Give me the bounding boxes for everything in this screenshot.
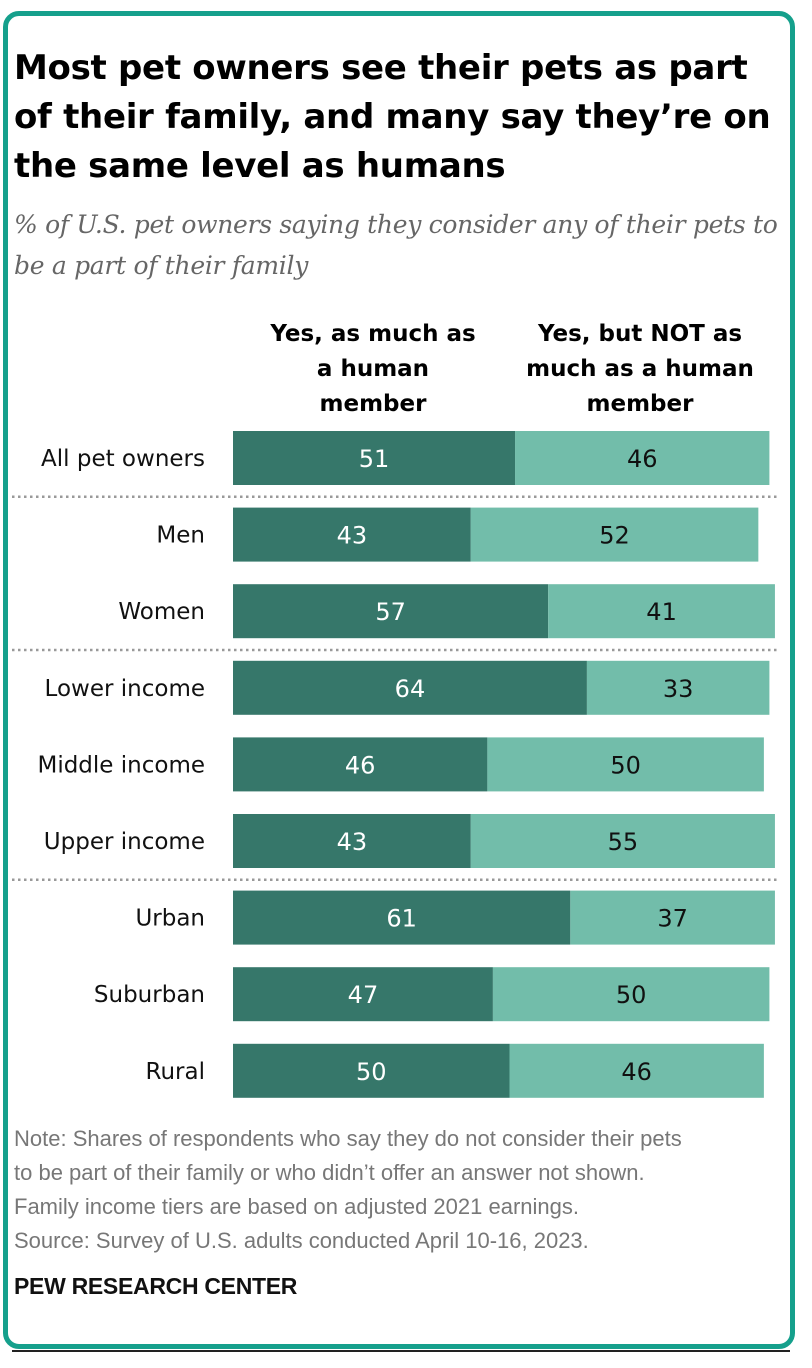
bar-segment-women-series-2 xyxy=(548,584,775,639)
bar-segment-upper-income-series-2 xyxy=(470,814,775,868)
data-label-middle-income-series-2: 50 xyxy=(610,751,641,779)
data-label-suburban-series-1: 47 xyxy=(348,981,379,1009)
category-label-middle-income: Middle income xyxy=(37,752,205,778)
chart-subtitle: % of U.S. pet owners saying they conside… xyxy=(14,210,778,280)
bar-segment-suburban-series-1 xyxy=(233,967,493,1022)
data-label-rural-series-2: 46 xyxy=(621,1058,652,1086)
category-label-urban: Urban xyxy=(135,906,205,932)
bar-segment-rural-series-1 xyxy=(233,1043,510,1098)
chart-notes: Note: Shares of respondents who say they… xyxy=(14,1122,794,1258)
bar-segment-men-series-1 xyxy=(233,507,471,562)
bar-segment-suburban-series-2 xyxy=(492,967,770,1022)
category-label-all-pet-owners: All pet owners xyxy=(41,446,205,472)
data-label-women-series-1: 57 xyxy=(375,598,406,626)
source-brand: PEW RESEARCH CENTER xyxy=(14,1273,298,1299)
data-label-upper-income-series-1: 43 xyxy=(337,828,368,856)
category-label-lower-income: Lower income xyxy=(45,676,205,702)
bar-segment-men-series-2 xyxy=(470,507,759,562)
chart-title: Most pet owners see their pets as part o… xyxy=(14,48,771,186)
column-header-not-as-much-as-human: Yes, but NOT as much as a human member xyxy=(526,321,754,417)
bottom-divider xyxy=(12,1350,790,1352)
data-label-lower-income-series-1: 64 xyxy=(395,675,426,703)
category-label-women: Women xyxy=(118,599,205,625)
category-label-suburban: Suburban xyxy=(94,982,205,1008)
data-label-all-pet-owners-series-2: 46 xyxy=(627,445,658,473)
note-line: to be part of their family or who didn’t… xyxy=(14,1160,645,1185)
source-line: Source: Survey of U.S. adults conducted … xyxy=(14,1228,589,1253)
data-label-urban-series-1: 61 xyxy=(386,905,417,933)
bar-segment-middle-income-series-1 xyxy=(233,737,488,792)
data-label-suburban-series-2: 50 xyxy=(616,981,647,1009)
bar-segment-all-pet-owners-series-1 xyxy=(233,431,516,485)
data-label-men-series-2: 52 xyxy=(599,522,630,550)
data-label-middle-income-series-1: 46 xyxy=(345,751,376,779)
category-label-upper-income: Upper income xyxy=(44,829,205,855)
bar-segment-upper-income-series-1 xyxy=(233,814,471,868)
data-label-upper-income-series-2: 55 xyxy=(608,828,639,856)
bar-segment-urban-series-2 xyxy=(570,890,775,945)
data-label-women-series-2: 41 xyxy=(646,598,677,626)
bar-segment-lower-income-series-1 xyxy=(233,660,587,715)
data-label-men-series-1: 43 xyxy=(337,522,368,550)
note-line: Note: Shares of respondents who say they… xyxy=(14,1126,682,1151)
bar-segment-lower-income-series-2 xyxy=(586,660,770,715)
bar-segment-middle-income-series-2 xyxy=(487,737,764,792)
category-label-men: Men xyxy=(156,523,205,549)
bar-segment-women-series-1 xyxy=(233,584,549,639)
data-label-rural-series-1: 50 xyxy=(356,1058,387,1086)
bar-segment-all-pet-owners-series-2 xyxy=(515,431,770,485)
data-label-all-pet-owners-series-1: 51 xyxy=(359,445,390,473)
data-label-lower-income-series-2: 33 xyxy=(663,675,694,703)
category-label-rural: Rural xyxy=(146,1059,205,1085)
bar-segment-urban-series-1 xyxy=(233,890,571,945)
bar-segment-rural-series-2 xyxy=(509,1043,764,1098)
stacked-bar-chart: All pet owners 51 46 Men 43 52 Women 57 41 Lower … xyxy=(12,431,778,1098)
data-label-urban-series-2: 37 xyxy=(657,905,688,933)
column-header-as-much-as-human: Yes, as much as a human member xyxy=(270,321,476,417)
note-line: Family income tiers are based on adjuste… xyxy=(14,1194,579,1219)
